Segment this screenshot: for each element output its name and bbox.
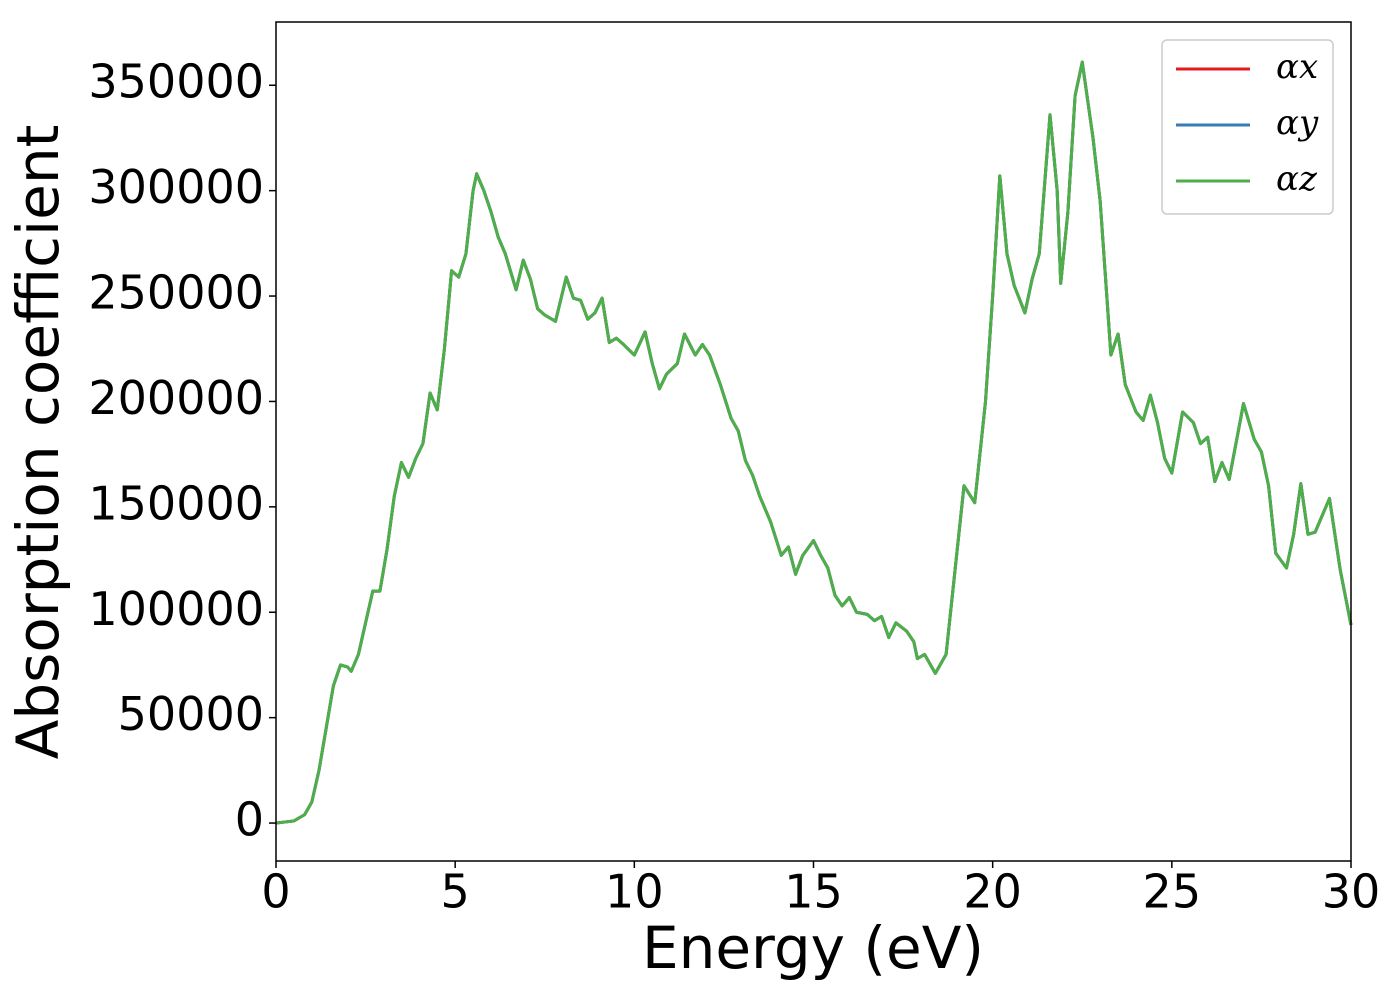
y-tick-label: 250000: [88, 266, 264, 320]
x-tick-label: 15: [784, 865, 843, 919]
y-tick-label: 100000: [88, 582, 264, 636]
plot-frame: [275, 21, 1352, 862]
legend-label: αx: [1276, 47, 1318, 87]
y-tick-label: 300000: [88, 160, 264, 214]
x-axis-label: Energy (eV): [642, 914, 984, 982]
legend-label: αy: [1276, 103, 1319, 143]
y-tick-label: 0: [235, 793, 264, 847]
x-tick-label: 20: [963, 865, 1022, 919]
x-tick-label: 25: [1143, 865, 1202, 919]
y-tick-label: 50000: [118, 687, 264, 741]
y-tick-label: 200000: [88, 371, 264, 425]
legend-label: αz: [1276, 159, 1318, 199]
x-tick-label: 0: [261, 865, 290, 919]
y-axis-label: Absorption coefficient: [4, 125, 72, 760]
x-tick-label: 5: [441, 865, 470, 919]
y-tick-label: 150000: [88, 476, 264, 530]
y-tick-label: 350000: [88, 55, 264, 109]
legend-box: [1161, 39, 1334, 215]
x-tick-label: 10: [605, 865, 664, 919]
series-line: [275, 60, 1353, 825]
x-tick-label: 30: [1322, 865, 1381, 919]
